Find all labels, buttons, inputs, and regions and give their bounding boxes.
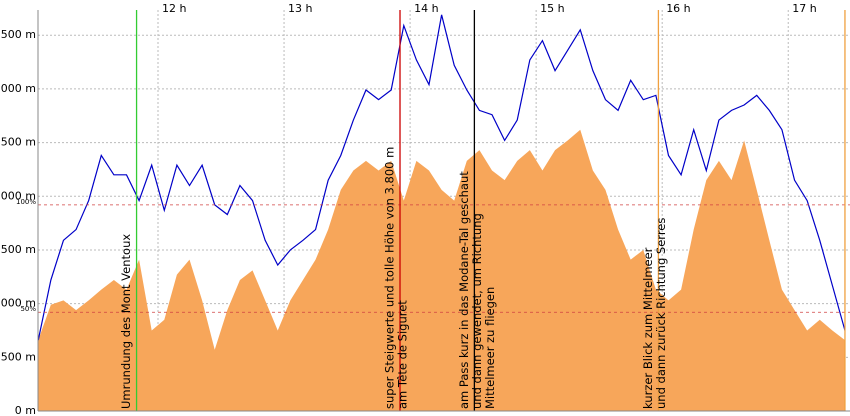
annotation: und dann zurück Richtung Serres — [654, 218, 668, 409]
annotation: und dann gewendet, um Richtung — [470, 213, 484, 409]
y-tick-label: 0 m — [15, 404, 36, 416]
y-tick-label: 3000 m — [0, 82, 36, 95]
altitude-line — [37, 14, 846, 341]
y-tick-label: 1500 m — [0, 243, 36, 256]
reference-label: 100% — [16, 198, 36, 206]
annotation: Mittelmeer zu fliegen — [483, 287, 497, 409]
y-tick-label: 3500 m — [0, 28, 36, 41]
annotation: super Steigwerte und tolle Höhe von 3.80… — [383, 147, 397, 409]
annotation: Umrundung des Mont Ventoux — [119, 234, 133, 409]
y-tick-label: 500 m — [1, 350, 36, 363]
annotation: kurzer Blick zum Mittelmeer — [641, 247, 655, 409]
x-tick-label: 16 h — [666, 2, 690, 15]
y-tick-label: 1000 m — [0, 297, 36, 310]
reference-label: 50% — [20, 305, 36, 313]
x-tick-label: 13 h — [288, 2, 312, 15]
x-tick-label: 12 h — [162, 2, 186, 15]
annotation: am Tête de Siguret — [396, 300, 410, 409]
ground-area — [38, 129, 845, 411]
y-tick-label: 2000 m — [0, 189, 36, 202]
y-tick-label: 2500 m — [0, 136, 36, 149]
x-tick-label: 15 h — [540, 2, 564, 15]
annotation: am Pass kurz in das Modane-Tal geschaut — [457, 171, 471, 409]
x-tick-label: 17 h — [792, 2, 816, 15]
x-tick-label: 14 h — [414, 2, 438, 15]
